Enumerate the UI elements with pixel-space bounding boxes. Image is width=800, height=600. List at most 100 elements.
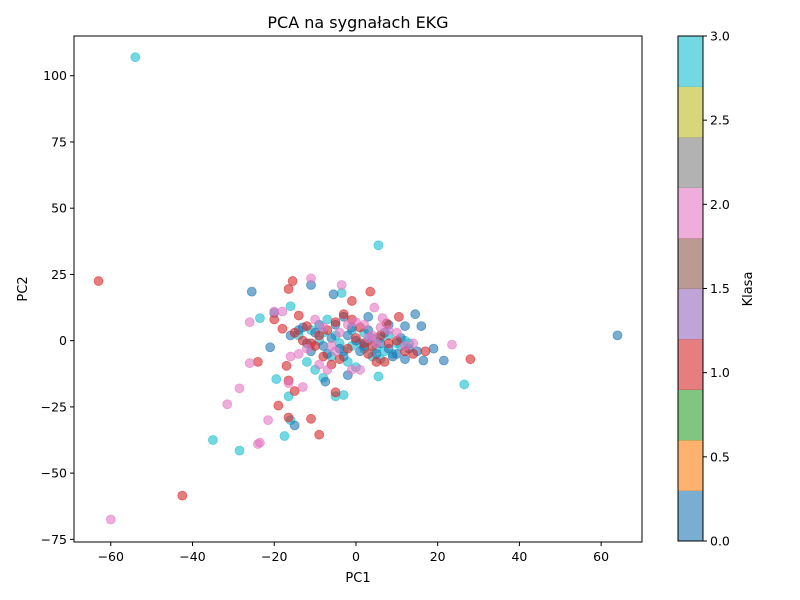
scatter-point	[408, 338, 419, 349]
y-tick-label: 100	[43, 68, 67, 83]
scatter-point	[302, 356, 312, 367]
scatter-point	[408, 349, 419, 359]
scatter-point	[269, 306, 280, 317]
colorbar: 0.0 0.5 1.0 1.5 2.0 2.5 3.0	[677, 29, 730, 549]
colorbar-tick-label: 0.5	[710, 449, 730, 464]
scatter-point	[285, 301, 296, 312]
scatter-point	[283, 284, 294, 294]
scatter-point	[400, 321, 410, 331]
y-tick-label: 75	[51, 134, 67, 149]
colorbar-segment	[678, 86, 703, 138]
scatter-point	[393, 311, 404, 322]
y-axis-label: PC2	[16, 276, 31, 301]
scatter-point	[612, 330, 623, 341]
scatter-point	[379, 356, 390, 367]
colorbar-tick-label: 0.0	[710, 534, 730, 549]
scatter-point	[416, 321, 427, 331]
scatter-point	[265, 342, 276, 353]
scatter-point	[336, 280, 347, 290]
scatter-point	[246, 286, 257, 297]
scatter-point	[338, 390, 349, 400]
scatter-point	[330, 387, 341, 398]
scatter-point	[283, 391, 294, 402]
scatter-point	[375, 322, 386, 333]
y-tick-label: −75	[41, 532, 67, 547]
scatter-point	[373, 240, 384, 251]
scatter-point	[252, 356, 263, 367]
scatter-point	[330, 317, 341, 328]
colorbar-segment	[678, 238, 703, 289]
scatter-point	[285, 351, 296, 362]
scatter-point	[93, 276, 104, 286]
scatter-point	[320, 376, 331, 387]
scatter-point	[371, 356, 382, 367]
scatter-point	[302, 321, 312, 331]
scatter-point	[310, 314, 320, 325]
scatter-point	[420, 346, 431, 357]
scatter-point	[334, 354, 345, 365]
scatter-point	[342, 343, 353, 354]
scatter-point	[283, 412, 294, 423]
scatter-point	[289, 386, 300, 396]
scatter-point	[263, 415, 274, 426]
scatter-points	[93, 52, 623, 525]
scatter-point	[314, 359, 325, 370]
x-tick-label: −20	[261, 549, 287, 564]
colorbar-segment	[678, 36, 703, 87]
y-tick-label: 50	[51, 201, 67, 216]
scatter-point	[465, 354, 476, 365]
scatter-point	[293, 310, 304, 321]
scatter-point	[338, 309, 349, 320]
y-tick-label: −50	[41, 466, 67, 481]
colorbar-tick-label: 1.5	[710, 281, 730, 296]
scatter-point	[302, 343, 312, 354]
scatter-point	[244, 358, 255, 369]
scatter-point	[342, 319, 353, 330]
scatter-point	[371, 338, 382, 349]
scatter-point	[208, 435, 218, 445]
scatter-point	[271, 374, 282, 384]
scatter-point	[351, 317, 361, 328]
axes-frame	[73, 35, 643, 543]
scatter-point	[387, 351, 398, 362]
scatter-point	[346, 364, 357, 375]
scatter-point	[289, 420, 300, 431]
colorbar-segment	[678, 288, 703, 340]
colorbar-segment	[678, 490, 703, 542]
scatter-point	[346, 296, 357, 306]
scatter-point	[234, 383, 245, 394]
scatter-point	[287, 276, 298, 286]
chart-title: PCA na sygnałach EKG	[267, 13, 448, 32]
scatter-point	[351, 333, 361, 343]
scatter-point	[369, 302, 380, 313]
x-axis-label: PC1	[345, 571, 370, 586]
scatter-point	[252, 439, 263, 449]
scatter-point	[359, 319, 370, 330]
scatter-point	[306, 273, 316, 284]
scatter-point	[279, 431, 290, 441]
scatter-point	[328, 289, 339, 300]
scatter-point	[418, 355, 429, 366]
scatter-point	[322, 364, 333, 375]
scatter-point	[363, 311, 374, 322]
scatter-point	[306, 413, 316, 424]
colorbar-tick-label: 1.0	[710, 365, 730, 380]
scatter-point	[318, 322, 329, 333]
scatter-point	[293, 349, 304, 359]
scatter-point	[177, 490, 188, 501]
scatter-point	[373, 371, 384, 382]
colorbar-tick-label: 3.0	[710, 29, 730, 44]
scatter-point	[377, 313, 388, 324]
scatter-point	[318, 351, 329, 362]
scatter-point	[277, 306, 288, 317]
scatter-point	[391, 327, 402, 338]
x-tick-label: −40	[179, 549, 205, 564]
x-tick-label: 40	[511, 549, 527, 564]
scatter-point	[438, 355, 449, 366]
x-tick-label: −60	[98, 549, 124, 564]
scatter-point	[363, 333, 374, 343]
scatter-point	[281, 360, 292, 371]
scatter-point	[355, 364, 365, 375]
scatter-point	[428, 343, 439, 354]
